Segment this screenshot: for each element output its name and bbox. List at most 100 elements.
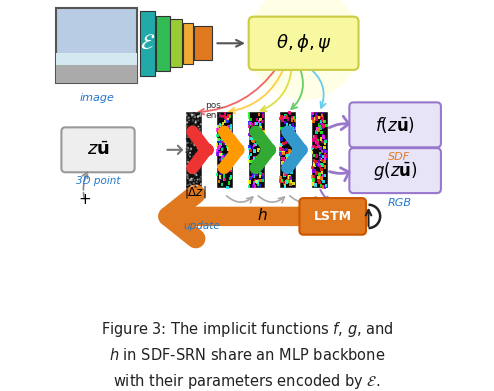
Circle shape — [190, 147, 192, 149]
Circle shape — [198, 162, 200, 164]
Bar — [321, 150, 323, 153]
Bar — [292, 147, 295, 150]
Circle shape — [189, 133, 191, 135]
Circle shape — [195, 139, 197, 141]
Circle shape — [198, 115, 200, 117]
Bar — [250, 122, 252, 126]
Bar — [317, 142, 319, 145]
Bar — [261, 179, 264, 182]
Bar — [289, 164, 292, 167]
Circle shape — [190, 123, 192, 125]
Bar — [221, 130, 223, 133]
Bar — [312, 119, 315, 123]
Circle shape — [191, 113, 193, 115]
Bar — [227, 114, 229, 117]
Bar — [279, 179, 282, 183]
Circle shape — [186, 125, 188, 127]
Bar — [249, 149, 252, 152]
Bar — [222, 134, 224, 138]
Bar — [320, 146, 322, 149]
Bar — [285, 148, 288, 151]
Bar — [56, 65, 137, 83]
Bar — [224, 115, 226, 118]
Circle shape — [196, 174, 198, 176]
Bar — [286, 165, 288, 168]
Text: 3D point: 3D point — [76, 176, 120, 187]
Circle shape — [195, 186, 197, 188]
Bar — [262, 112, 264, 115]
Circle shape — [200, 183, 202, 185]
Circle shape — [195, 121, 197, 123]
Bar — [288, 140, 290, 143]
Bar — [251, 161, 254, 164]
Bar — [320, 137, 323, 141]
Bar — [186, 112, 201, 187]
Bar — [287, 170, 289, 174]
Bar — [325, 183, 327, 187]
Bar — [229, 167, 232, 170]
Bar — [293, 146, 296, 149]
Bar — [321, 168, 323, 171]
Circle shape — [194, 129, 196, 131]
Bar — [251, 159, 253, 162]
Bar — [292, 127, 294, 131]
Bar — [285, 162, 288, 166]
Bar — [258, 184, 260, 187]
Circle shape — [192, 177, 194, 179]
Circle shape — [196, 160, 198, 161]
Bar — [324, 174, 327, 178]
Bar — [288, 180, 290, 183]
Bar — [286, 179, 288, 182]
Text: $z\bar{\mathbf{u}}$: $z\bar{\mathbf{u}}$ — [86, 141, 109, 159]
Circle shape — [195, 152, 197, 155]
Bar — [247, 133, 250, 136]
Bar — [254, 179, 256, 183]
Bar — [282, 148, 284, 151]
Bar — [261, 151, 264, 154]
Bar — [320, 176, 323, 180]
Circle shape — [189, 152, 191, 154]
Bar — [249, 137, 251, 140]
Bar — [248, 156, 250, 159]
Bar — [230, 137, 233, 140]
Bar — [217, 112, 232, 187]
Circle shape — [198, 134, 200, 136]
Bar — [253, 156, 255, 159]
Circle shape — [193, 143, 195, 145]
Bar — [292, 137, 295, 140]
Bar — [286, 122, 288, 125]
Bar — [285, 141, 287, 144]
Circle shape — [196, 126, 198, 128]
Circle shape — [187, 178, 189, 179]
Bar — [259, 126, 262, 129]
Bar — [227, 147, 230, 151]
Bar — [287, 180, 289, 183]
Circle shape — [189, 140, 191, 142]
Bar — [249, 131, 251, 134]
Bar — [315, 154, 318, 158]
Bar — [222, 139, 224, 143]
Bar — [248, 125, 250, 128]
Bar — [250, 160, 253, 163]
Circle shape — [191, 176, 193, 178]
Circle shape — [189, 172, 191, 174]
Bar — [228, 129, 231, 133]
Bar — [291, 117, 294, 120]
Circle shape — [191, 165, 193, 167]
Bar — [320, 163, 323, 167]
Circle shape — [193, 155, 195, 157]
Bar — [226, 126, 228, 130]
Bar — [217, 168, 220, 171]
Circle shape — [195, 155, 197, 157]
Bar — [216, 149, 218, 152]
Bar — [326, 124, 328, 127]
Bar — [252, 133, 254, 136]
Circle shape — [187, 183, 189, 185]
Bar — [279, 176, 282, 179]
Bar — [258, 113, 260, 116]
Bar — [288, 111, 291, 115]
Bar — [223, 140, 226, 143]
Bar — [227, 153, 230, 156]
Bar — [316, 141, 318, 144]
Bar — [262, 154, 264, 158]
